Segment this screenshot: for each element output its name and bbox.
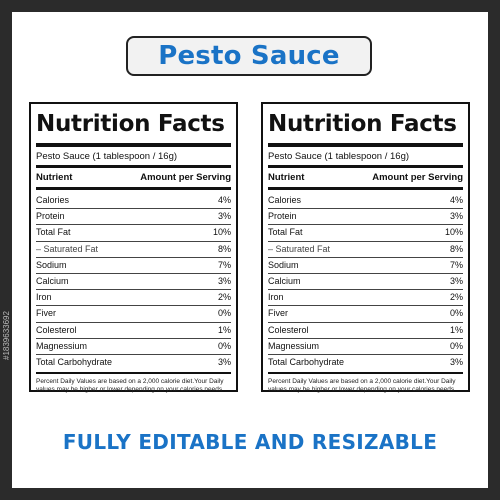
title-box: Pesto Sauce bbox=[126, 36, 372, 76]
nutrient-name: Protein bbox=[268, 211, 297, 222]
table-row: Colesterol 1% bbox=[36, 323, 231, 339]
label-heading: Nutrition Facts bbox=[268, 111, 457, 137]
divider bbox=[36, 187, 231, 190]
nutrient-name: Colesterol bbox=[36, 324, 77, 335]
col-nutrient: Nutrient bbox=[36, 172, 73, 183]
table-row: Magnessium 0% bbox=[36, 339, 231, 355]
nutrient-value: 1% bbox=[217, 324, 231, 335]
nutrient-value: 7% bbox=[449, 259, 463, 270]
nutrient-value: 3% bbox=[449, 275, 463, 286]
stock-id-watermark: #1839633692 bbox=[2, 311, 11, 360]
nutrient-name: Protein bbox=[36, 211, 65, 222]
table-row: Total Fat 10% bbox=[268, 225, 463, 242]
bottom-caption: FULLY EDITABLE AND RESIZABLE bbox=[62, 430, 438, 454]
nutrition-label-left: Nutrition Facts Pesto Sauce (1 tablespoo… bbox=[29, 102, 238, 394]
table-row: – Saturated Fat 8% bbox=[268, 242, 463, 258]
table-row: Calcium 3% bbox=[268, 274, 463, 291]
table-row: Sodium 7% bbox=[36, 258, 231, 274]
footnote: Percent Daily Values are based on a 2,00… bbox=[268, 372, 463, 394]
nutrient-name: Sodium bbox=[268, 259, 299, 270]
label-heading: Nutrition Facts bbox=[36, 111, 225, 137]
col-amount: Amount per Serving bbox=[140, 172, 231, 183]
table-row: Iron 2% bbox=[36, 290, 231, 307]
nutrient-value: 8% bbox=[217, 243, 231, 254]
nutrient-value: 3% bbox=[217, 275, 231, 286]
serving-size: Pesto Sauce (1 tablespoon / 16g) bbox=[36, 151, 178, 162]
nutrient-value: 8% bbox=[449, 243, 463, 254]
nutrient-name: Fiver bbox=[268, 308, 288, 319]
nutrient-value: 4% bbox=[449, 195, 463, 205]
table-row: Sodium 7% bbox=[268, 258, 463, 274]
table-row: Protein 3% bbox=[268, 209, 463, 226]
divider bbox=[268, 165, 463, 168]
table-row: Fiver 0% bbox=[36, 306, 231, 323]
nutrient-rows: Calories 4% Protein 3% Total Fat 10% – Satu… bbox=[268, 193, 463, 370]
nutrient-rows: Calories 4% Protein 3% Total Fat 10% – Satu… bbox=[36, 193, 231, 370]
nutrient-name: Calcium bbox=[36, 275, 69, 286]
nutrient-name: Iron bbox=[36, 292, 52, 303]
table-row: Calcium 3% bbox=[36, 274, 231, 291]
nutrient-value: 1% bbox=[449, 324, 463, 335]
divider-thick bbox=[36, 143, 231, 147]
nutrient-name: Calories bbox=[36, 195, 70, 205]
nutrient-value: 10% bbox=[212, 227, 231, 238]
nutrient-name: Calories bbox=[268, 195, 302, 205]
serving-size: Pesto Sauce (1 tablespoon / 16g) bbox=[268, 151, 410, 162]
nutrient-value: 3% bbox=[217, 356, 231, 367]
nutrient-value: 4% bbox=[217, 195, 231, 205]
divider bbox=[36, 165, 231, 168]
nutrient-value: 0% bbox=[449, 340, 463, 351]
col-amount: Amount per Serving bbox=[372, 172, 463, 183]
nutrient-name: Total Carbohydrate bbox=[36, 356, 113, 367]
col-nutrient: Nutrient bbox=[268, 172, 305, 183]
footnote: Percent Daily Values are based on a 2,00… bbox=[36, 372, 231, 394]
nutrient-value: 7% bbox=[217, 259, 231, 270]
table-row: – Saturated Fat 8% bbox=[36, 242, 231, 258]
nutrient-name: Iron bbox=[268, 292, 284, 303]
table-row: Protein 3% bbox=[36, 209, 231, 226]
table-row: Total Carbohydrate 3% bbox=[268, 355, 463, 370]
nutrient-value: 10% bbox=[444, 227, 463, 238]
table-row: Colesterol 1% bbox=[268, 323, 463, 339]
nutrient-value: 0% bbox=[217, 308, 231, 319]
nutrient-name: Fiver bbox=[36, 308, 56, 319]
column-header: Nutrient Amount per Serving bbox=[268, 170, 463, 187]
column-header: Nutrient Amount per Serving bbox=[36, 170, 231, 187]
nutrient-name: Sodium bbox=[36, 259, 67, 270]
table-row: Calories 4% bbox=[36, 193, 231, 210]
nutrient-name: Colesterol bbox=[268, 324, 309, 335]
table-row: Magnessium 0% bbox=[268, 339, 463, 355]
table-row: Total Carbohydrate 3% bbox=[36, 355, 231, 370]
nutrition-label-right: Nutrition Facts Pesto Sauce (1 tablespoo… bbox=[261, 102, 470, 394]
nutrient-name: – Saturated Fat bbox=[36, 243, 99, 254]
nutrient-name: Magnessium bbox=[36, 340, 88, 351]
nutrient-name: Total Fat bbox=[36, 227, 71, 238]
nutrient-value: 3% bbox=[217, 211, 231, 222]
nutrient-value: 2% bbox=[217, 292, 231, 303]
nutrient-name: Total Fat bbox=[268, 227, 303, 238]
nutrient-value: 3% bbox=[449, 356, 463, 367]
nutrient-value: 2% bbox=[449, 292, 463, 303]
nutrient-name: Magnessium bbox=[268, 340, 320, 351]
nutrient-value: 3% bbox=[449, 211, 463, 222]
table-row: Fiver 0% bbox=[268, 306, 463, 323]
table-row: Iron 2% bbox=[268, 290, 463, 307]
nutrient-value: 0% bbox=[449, 308, 463, 319]
table-row: Total Fat 10% bbox=[36, 225, 231, 242]
nutrient-name: Calcium bbox=[268, 275, 301, 286]
divider-thick bbox=[268, 143, 463, 147]
table-row: Calories 4% bbox=[268, 193, 463, 210]
nutrient-value: 0% bbox=[217, 340, 231, 351]
nutrient-name: – Saturated Fat bbox=[268, 243, 331, 254]
divider bbox=[268, 187, 463, 190]
nutrient-name: Total Carbohydrate bbox=[268, 356, 345, 367]
page-title: Pesto Sauce bbox=[158, 41, 340, 71]
